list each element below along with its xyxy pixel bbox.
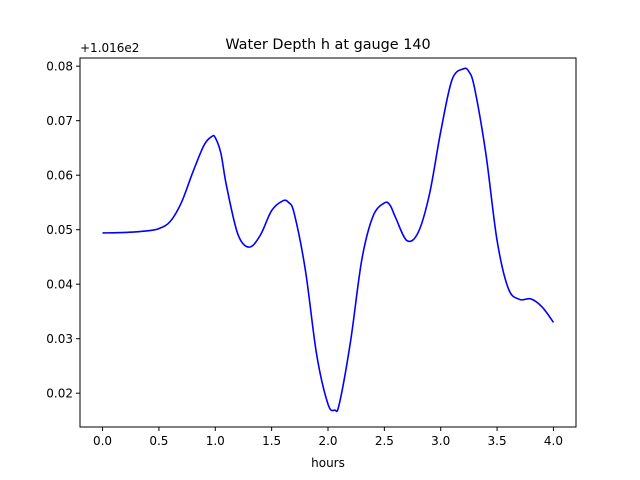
x-tick-label: 3.5 [488,434,507,448]
x-axis: 0.0 0.5 1.0 1.5 2.0 2.5 3.0 3.5 4.0 [93,427,563,448]
x-tick-label: 3.0 [431,434,450,448]
y-tick-label: 0.08 [46,60,73,74]
y-tick-label: 0.02 [46,387,73,401]
x-axis-label: hours [311,456,345,470]
x-tick-label: 1.5 [262,434,281,448]
x-tick-label: 2.5 [375,434,394,448]
y-tick-label: 0.04 [46,278,73,292]
y-tick-label: 0.03 [46,332,73,346]
y-axis: 0.02 0.03 0.04 0.05 0.06 0.07 0.08 [46,60,80,401]
plot-layer [102,67,555,413]
x-tick-label: 0.0 [93,434,112,448]
y-tick-label: 0.07 [46,114,73,128]
plot-frame [79,57,577,428]
x-tick-label: 1.0 [206,434,225,448]
y-offset-label: +1.016e2 [80,41,139,55]
chart-title: Water Depth h at gauge 140 [225,37,430,53]
y-tick-label: 0.06 [46,169,73,183]
y-tick-label: 0.05 [46,223,73,237]
x-tick-label: 2.0 [318,434,337,448]
x-tick-label: 4.0 [544,434,563,448]
x-tick-label: 0.5 [149,434,168,448]
series-line [102,67,555,413]
